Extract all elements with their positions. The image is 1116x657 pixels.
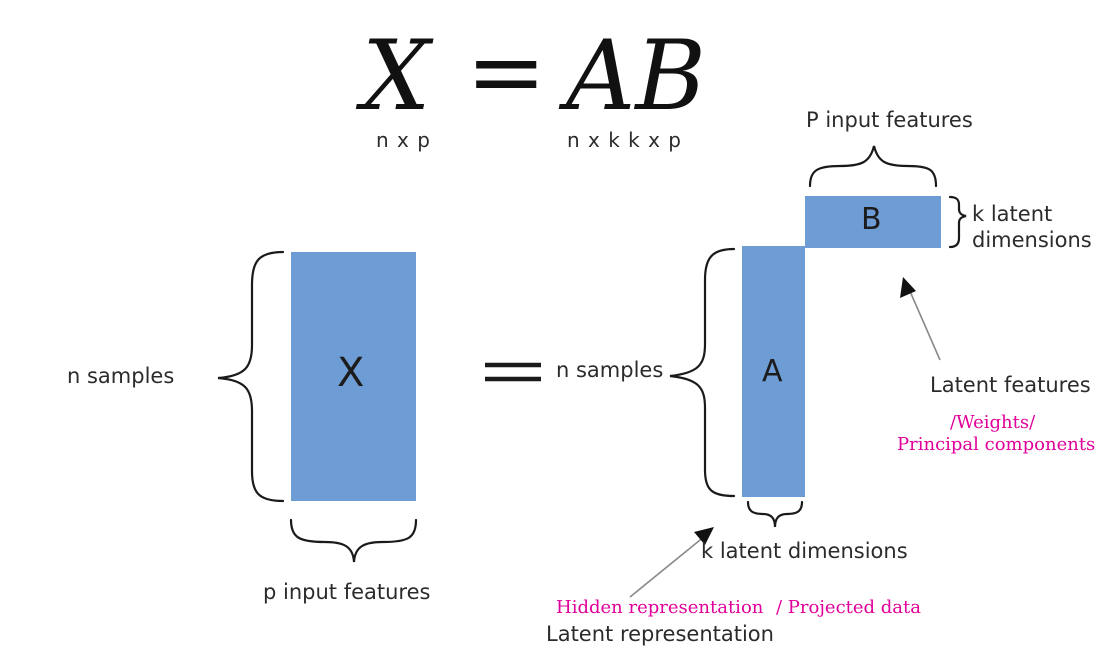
matrix-a	[742, 246, 805, 497]
matrix-x	[291, 252, 416, 501]
arrowhead-latent-representation	[694, 527, 714, 545]
brace-x-rows	[217, 250, 285, 503]
equation-rhs: AB	[566, 20, 706, 132]
matrix-a-letter: A	[762, 354, 783, 389]
arrow-latent-features	[908, 288, 941, 361]
brace-b-rows	[948, 195, 967, 249]
arrowhead-latent-features	[900, 277, 916, 298]
matrix-b-letter: B	[861, 202, 882, 237]
b-rows-label-line1: k latent	[972, 202, 1053, 226]
b-rows-label-line2: dimensions	[972, 228, 1092, 252]
hidden-representation-annotation: Hidden representation	[556, 597, 764, 618]
x-rows-label: n samples	[67, 364, 175, 388]
brace-b-cols	[808, 145, 938, 188]
x-cols-label: p input features	[263, 580, 431, 604]
weights-annotation: /Weights/	[950, 412, 1036, 433]
brace-x-cols	[289, 518, 418, 563]
brace-a-cols	[746, 500, 804, 528]
rhs-dimensions: n x k k x p	[567, 128, 682, 152]
brace-a-rows	[669, 247, 736, 498]
equation-equals: =	[466, 16, 547, 128]
matrix-b	[805, 196, 941, 248]
equation-lhs: X	[362, 20, 431, 132]
latent-features-label: Latent features	[930, 373, 1091, 397]
big-equals-sign	[485, 362, 541, 382]
matrix-x-letter: X	[337, 350, 365, 396]
b-cols-label: P input features	[806, 108, 973, 132]
projected-data-annotation: / Projected data	[776, 597, 922, 618]
a-rows-label: n samples	[556, 358, 664, 382]
arrow-latent-representation	[629, 535, 706, 598]
a-cols-label: k latent dimensions	[701, 539, 908, 563]
latent-representation-label: Latent representation	[546, 622, 774, 646]
principal-components-annotation: Principal components	[897, 434, 1096, 455]
lhs-dimensions: n x p	[376, 128, 431, 152]
